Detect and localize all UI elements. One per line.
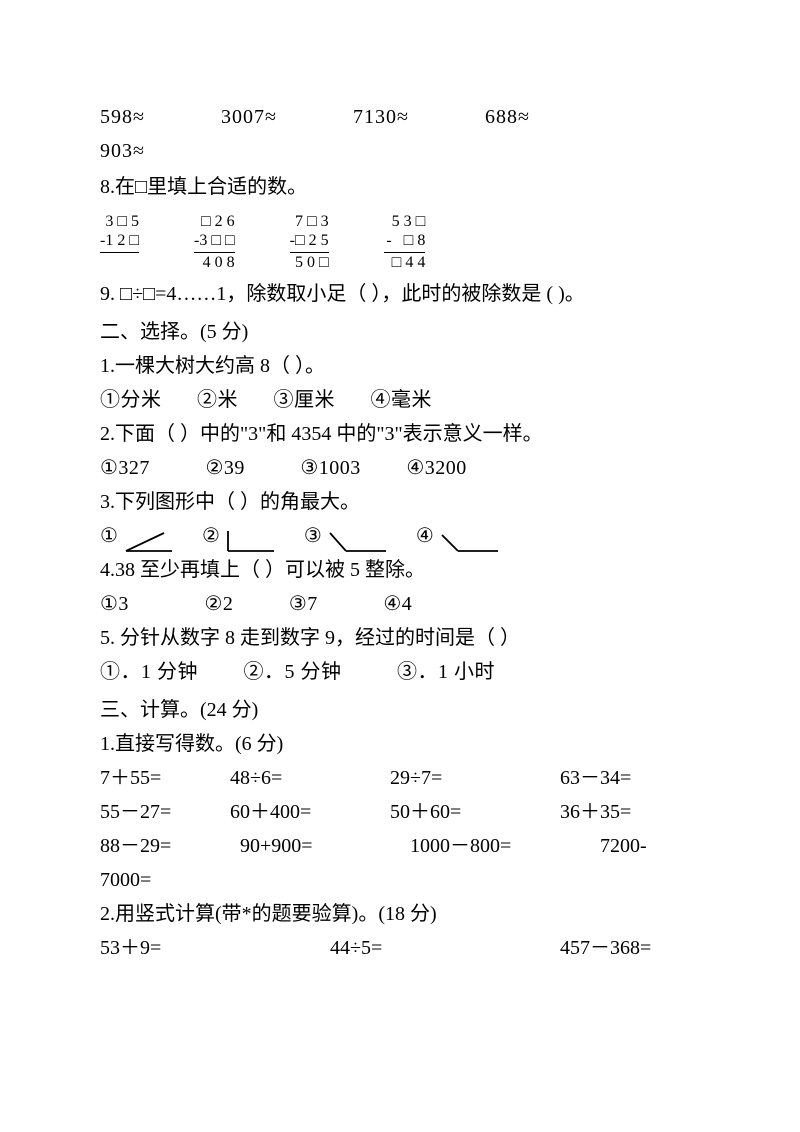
- calc-row-5: 53＋9= 44÷5= 457－368=: [100, 931, 700, 965]
- angle-right-icon: [226, 529, 276, 553]
- option: ④3200: [406, 451, 466, 485]
- col-row: -1 2 □: [100, 231, 139, 250]
- col-row: - □ 8: [384, 231, 426, 250]
- calc-item: 90+900=: [240, 829, 410, 863]
- question-8-columnar-problems: 3 □ 5 -1 2 □ □ 2 6 -3 □ □ 4 0 8 7 □ 3 -□…: [100, 212, 700, 273]
- angle-obtuse-icon: [328, 529, 388, 553]
- calc-row-3: 88－29= 90+900= 1000－800= 7200-: [100, 829, 700, 863]
- approx-item-4: 688≈: [485, 100, 530, 134]
- option: ①327: [100, 451, 150, 485]
- question-2-1-options: ①分米 ②米 ③厘米 ④毫米: [100, 383, 700, 417]
- angle-obtuse2-icon: [440, 529, 500, 553]
- question-7-approximations: 598≈ 3007≈ 7130≈ 688≈: [100, 100, 700, 134]
- calc-item: 63－34=: [560, 761, 700, 795]
- col-problem-4: 5 3 □ - □ 8 □ 4 4: [384, 212, 426, 273]
- calc-row-4: 7000=: [100, 863, 700, 897]
- option: ③1003: [300, 451, 360, 485]
- calc-item: 53＋9=: [100, 931, 330, 965]
- angle-option-1: ①: [100, 519, 174, 553]
- option: ②米: [197, 383, 238, 417]
- question-2-3-angles: ① ② ③ ④: [100, 519, 700, 553]
- calc-item: 48÷6=: [230, 761, 390, 795]
- option: ④毫米: [371, 383, 433, 417]
- calc-item: 44÷5=: [330, 931, 560, 965]
- option-label: ③: [304, 519, 322, 553]
- question-2-4: 4.38 至少再填上（ ）可以被 5 整除。: [100, 553, 700, 587]
- col-row: 5 3 □: [384, 212, 426, 231]
- question-2-5-options: ①．1 分钟 ②．5 分钟 ③．1 小时: [100, 655, 700, 689]
- col-problem-1: 3 □ 5 -1 2 □: [100, 212, 139, 273]
- option-label: ①: [100, 519, 118, 553]
- col-row: 3 □ 5: [100, 212, 139, 231]
- option: ③7: [289, 587, 318, 621]
- calc-item: 457－368=: [560, 931, 651, 965]
- col-row: 7 □ 3: [290, 212, 329, 231]
- calc-item: 88－29=: [100, 829, 240, 863]
- option-label: ④: [416, 519, 434, 553]
- option: ②．5 分钟: [244, 655, 342, 689]
- col-row: -□ 2 5: [290, 231, 329, 250]
- option: ①．1 分钟: [100, 655, 198, 689]
- approx-item-1: 598≈: [100, 100, 145, 134]
- col-problem-2: □ 2 6 -3 □ □ 4 0 8: [194, 212, 235, 273]
- question-2-2: 2.下面（ ）中的"3"和 4354 中的"3"表示意义一样。: [100, 417, 700, 451]
- col-row: □ 2 6: [194, 212, 235, 231]
- col-row: □ 4 4: [384, 253, 426, 272]
- calc-item: 7＋55=: [100, 761, 230, 795]
- angle-option-4: ④: [416, 519, 500, 553]
- angle-option-3: ③: [304, 519, 388, 553]
- option: ③厘米: [274, 383, 336, 417]
- calc-item: 36＋35=: [560, 795, 700, 829]
- option: ①3: [100, 587, 129, 621]
- calc-item: 29÷7=: [390, 761, 560, 795]
- calc-item: 55－27=: [100, 795, 230, 829]
- calc-row-2: 55－27= 60＋400= 50＋60= 36＋35=: [100, 795, 700, 829]
- section-2-title: 二、选择。(5 分): [100, 315, 700, 349]
- col-row: 4 0 8: [194, 253, 235, 272]
- question-7-approx-line2: 903≈: [100, 134, 700, 168]
- question-9: 9. □÷□=4……1，除数取小足（ ），此时的被除数是 ( )。: [100, 277, 700, 311]
- option: ②39: [205, 451, 244, 485]
- question-2-1: 1.一棵大树大约高 8（ ）。: [100, 349, 700, 383]
- section-3-sub1-title: 1.直接写得数。(6 分): [100, 727, 700, 761]
- option: ④4: [383, 587, 412, 621]
- angle-acute-icon: [124, 529, 174, 553]
- option: ③．1 小时: [397, 655, 495, 689]
- col-problem-3: 7 □ 3 -□ 2 5 5 0 □: [290, 212, 329, 273]
- question-2-3: 3.下列图形中（ ）的角最大。: [100, 485, 700, 519]
- question-2-4-options: ①3 ②2 ③7 ④4: [100, 587, 700, 621]
- angle-option-2: ②: [202, 519, 276, 553]
- option: ①分米: [100, 383, 162, 417]
- section-3-title: 三、计算。(24 分): [100, 693, 700, 727]
- option: ②2: [204, 587, 233, 621]
- calc-row-1: 7＋55= 48÷6= 29÷7= 63－34=: [100, 761, 700, 795]
- question-8-title: 8.在□里填上合适的数。: [100, 170, 700, 204]
- col-row: [100, 253, 139, 272]
- calc-item: 7200-: [600, 829, 647, 863]
- col-row: 5 0 □: [290, 253, 329, 272]
- col-row: -3 □ □: [194, 231, 235, 250]
- calc-item: 60＋400=: [230, 795, 390, 829]
- section-3-sub2-title: 2.用竖式计算(带*的题要验算)。(18 分): [100, 897, 700, 931]
- calc-item: 50＋60=: [390, 795, 560, 829]
- calc-item: 1000－800=: [410, 829, 600, 863]
- approx-item-2: 3007≈: [221, 100, 277, 134]
- question-2-2-options: ①327 ②39 ③1003 ④3200: [100, 451, 700, 485]
- approx-item-3: 7130≈: [353, 100, 409, 134]
- option-label: ②: [202, 519, 220, 553]
- question-2-5: 5. 分针从数字 8 走到数字 9，经过的时间是（ ）: [100, 621, 700, 655]
